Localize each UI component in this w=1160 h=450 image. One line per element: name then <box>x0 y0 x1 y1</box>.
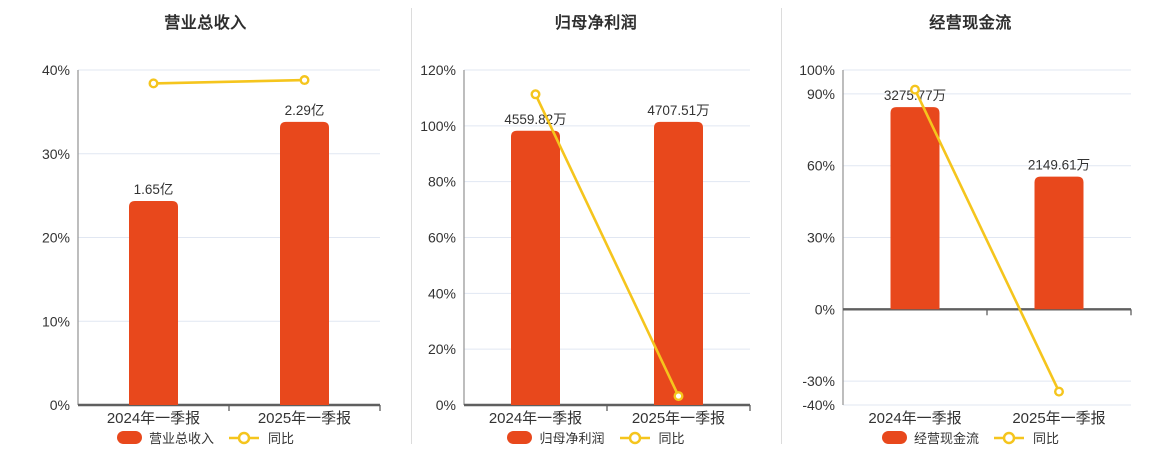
line-series-marker-icon <box>229 431 259 444</box>
x-category-label: 2025年一季报 <box>1012 410 1105 427</box>
yoy-marker <box>148 78 159 89</box>
chart-panel-operating-cashflow: 经营现金流 3275.77万 2149.61万 -40% -30% 0% 30% 60% 90… <box>781 0 1160 450</box>
bar <box>654 121 703 406</box>
y-tick-label: 20% <box>42 230 70 246</box>
x-category-label: 2025年一季报 <box>258 410 351 427</box>
yoy-line <box>534 93 680 397</box>
bar-value-label: 2.29亿 <box>285 103 325 118</box>
yoy-marker <box>673 391 684 402</box>
yoy-line <box>913 89 1061 393</box>
bar-series-label: 营业总收入 <box>148 431 214 446</box>
bar-value-label: 3275.77万 <box>884 88 946 103</box>
chart-title-revenue: 营业总收入 <box>164 15 247 32</box>
y-tick-label: 100% <box>799 62 835 78</box>
line-series-marker-icon <box>619 431 650 444</box>
x-category-label: 2024年一季报 <box>868 410 961 427</box>
y-tick-label: 60% <box>428 230 456 246</box>
line-series-label: 同比 <box>1033 431 1060 446</box>
y-tick-label: 40% <box>428 285 456 301</box>
bar <box>1034 176 1084 310</box>
bar <box>511 130 560 406</box>
bar-series-label: 归母净利润 <box>539 431 605 446</box>
y-tick-label: 20% <box>428 341 456 357</box>
bar-series-label: 经营现金流 <box>913 431 979 446</box>
y-tick-label: 30% <box>42 146 70 162</box>
yoy-line <box>153 78 305 85</box>
bar-series-swatch <box>116 431 142 444</box>
bar-value-label: 4707.51万 <box>647 103 709 118</box>
y-tick-label: -40% <box>802 397 835 413</box>
chart-panel-revenue: 营业总收入 1.65亿 2.29亿 0% 10% 20% 30% 40% 2024年一季报 20… <box>0 0 411 450</box>
y-tick-label: 80% <box>428 174 456 190</box>
line-series-label: 同比 <box>268 431 295 446</box>
bar-value-label: 2149.61万 <box>1028 158 1090 173</box>
panel-divider <box>411 8 412 444</box>
chart-legend-revenue: 营业总收入 同比 <box>0 428 411 447</box>
yoy-marker <box>909 84 920 95</box>
y-tick-label: 40% <box>42 62 70 78</box>
revenue-bar-chart: 1.65亿 2.29亿 0% 10% 20% 30% 40% 2024年一季报 2025年一季报 <box>42 62 381 427</box>
bar <box>280 121 329 406</box>
line-series-label: 同比 <box>658 431 685 446</box>
net-profit-bar-chart: 4559.82万 4707.51万 0% 20% 40% 60% 80% 100% 120% 20… <box>420 62 751 427</box>
y-tick-label: 10% <box>42 313 70 329</box>
y-tick-label: 0% <box>50 397 70 413</box>
chart-title-operating-cashflow: 经营现金流 <box>929 15 1012 32</box>
bar <box>890 107 940 310</box>
bar-series-swatch <box>881 431 907 444</box>
y-tick-label: 60% <box>807 158 835 174</box>
chart-panel-net-profit: 归母净利润 4559.82万 4707.51万 0% 20% 40% 60% 80% 100%… <box>411 0 781 450</box>
y-tick-label: 0% <box>436 397 456 413</box>
chart-title-net-profit: 归母净利润 <box>554 15 638 32</box>
x-category-label: 2024年一季报 <box>107 410 200 427</box>
y-tick-label: 100% <box>420 118 456 134</box>
x-category-label: 2024年一季报 <box>489 410 582 427</box>
bar <box>129 201 178 405</box>
y-tick-label: 120% <box>420 62 456 78</box>
y-tick-label: 0% <box>815 301 835 317</box>
yoy-marker <box>299 75 310 86</box>
line-series-marker-icon <box>994 431 1024 444</box>
y-tick-label: 30% <box>807 230 835 246</box>
yoy-marker <box>530 89 541 100</box>
operating-cashflow-bar-chart: 3275.77万 2149.61万 -40% -30% 0% 30% 60% 90% 100% 2… <box>799 62 1132 427</box>
x-category-label: 2025年一季报 <box>632 410 725 427</box>
yoy-marker <box>1054 386 1065 397</box>
chart-legend-net-profit: 归母净利润 同比 <box>411 428 781 447</box>
chart-legend-operating-cashflow: 经营现金流 同比 <box>781 428 1160 447</box>
bar-value-label: 4559.82万 <box>504 112 566 127</box>
y-tick-label: -30% <box>802 373 835 389</box>
bar-value-label: 1.65亿 <box>134 182 174 197</box>
y-tick-label: 90% <box>807 86 835 102</box>
bar-series-swatch <box>507 431 533 444</box>
panel-divider <box>781 8 782 444</box>
